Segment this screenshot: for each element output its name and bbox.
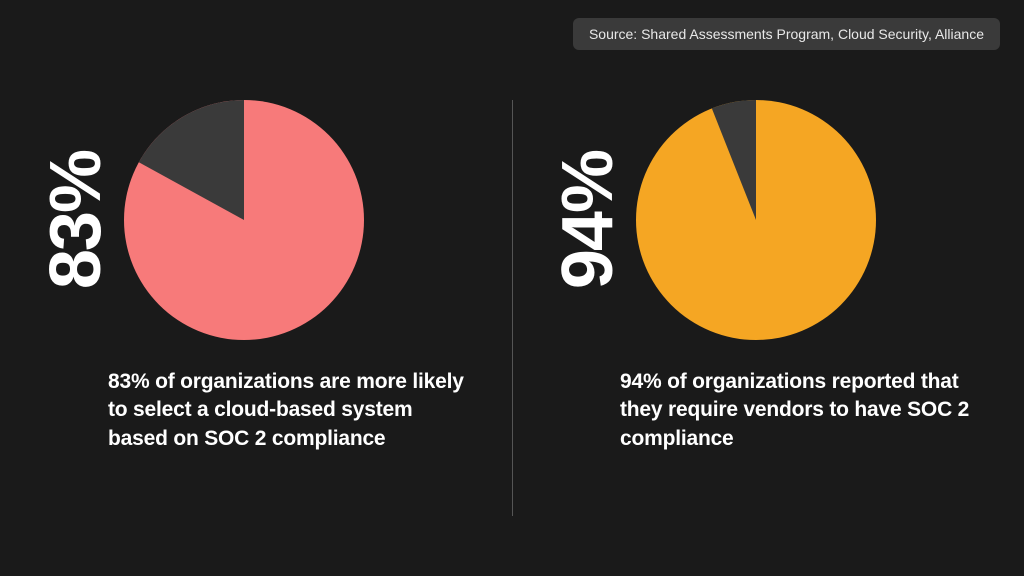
- pie-chart-left: [124, 100, 364, 340]
- chart-row-left: 83%: [40, 100, 472, 340]
- percent-label-left: 83%: [40, 151, 112, 289]
- chart-row-right: 94%: [552, 100, 984, 340]
- panel-right: 94% 94% of organizations reported that t…: [512, 80, 1024, 576]
- vertical-divider: [512, 100, 513, 516]
- percent-label-right: 94%: [552, 151, 624, 289]
- panel-left: 83% 83% of organizations are more likely…: [0, 80, 512, 576]
- source-badge: Source: Shared Assessments Program, Clou…: [573, 18, 1000, 50]
- caption-left: 83% of organizations are more likely to …: [108, 368, 468, 453]
- caption-right: 94% of organizations reported that they …: [620, 368, 980, 453]
- pie-chart-right: [636, 100, 876, 340]
